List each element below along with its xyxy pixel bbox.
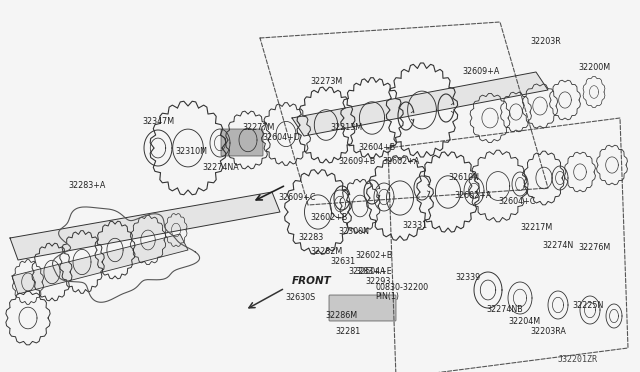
Text: 32602+A: 32602+A [454,190,492,199]
Polygon shape [12,234,188,294]
Text: 32225N: 32225N [572,301,604,310]
Text: 32274NB: 32274NB [486,305,523,314]
Text: 32310M: 32310M [175,148,207,157]
Text: 32203R: 32203R [530,38,561,46]
Text: 32203RA: 32203RA [530,327,566,337]
Polygon shape [292,72,548,136]
Text: 32602+A: 32602+A [382,157,419,167]
Text: 32604+C: 32604+C [498,198,536,206]
FancyBboxPatch shape [329,295,396,321]
Text: 32283+A: 32283+A [68,182,106,190]
Text: 32200M: 32200M [578,64,610,73]
Text: 32293: 32293 [365,278,390,286]
Text: 32339: 32339 [455,273,480,282]
Text: PIN(1): PIN(1) [375,292,399,301]
Text: 32300N: 32300N [338,228,369,237]
Text: 32286M: 32286M [325,311,357,320]
Text: 32602+B: 32602+B [355,250,392,260]
Text: 32217M: 32217M [520,224,552,232]
Text: 32204M: 32204M [508,317,540,327]
Text: 00830-32200: 00830-32200 [375,283,428,292]
Text: 32276M: 32276M [578,244,611,253]
Text: 32604+D: 32604+D [262,134,300,142]
Polygon shape [10,192,280,260]
Text: 32609+A: 32609+A [462,67,499,77]
Text: 32273M: 32273M [310,77,342,87]
Text: 32602+B: 32602+B [310,214,348,222]
Text: 32283: 32283 [298,234,323,243]
Text: 32631: 32631 [330,257,355,266]
Text: 32609+B: 32609+B [338,157,376,167]
Text: 32277M: 32277M [242,124,275,132]
FancyBboxPatch shape [221,129,263,156]
Text: 32274N: 32274N [542,241,573,250]
Text: 32604+E: 32604+E [355,267,392,276]
Text: 32213M: 32213M [330,124,362,132]
Text: 32274NA: 32274NA [202,164,239,173]
Text: 32347M: 32347M [142,118,174,126]
Text: 32283+A: 32283+A [348,267,385,276]
Text: 32281: 32281 [335,327,360,337]
Text: 32604+B: 32604+B [358,144,396,153]
Text: 32282M: 32282M [310,247,342,257]
Text: J32201ZR: J32201ZR [558,355,598,364]
Text: 32610N: 32610N [448,173,479,183]
Text: FRONT: FRONT [292,276,332,286]
Text: 32331: 32331 [402,221,427,230]
Text: 32609+C: 32609+C [278,193,316,202]
Text: 32630S: 32630S [285,294,316,302]
